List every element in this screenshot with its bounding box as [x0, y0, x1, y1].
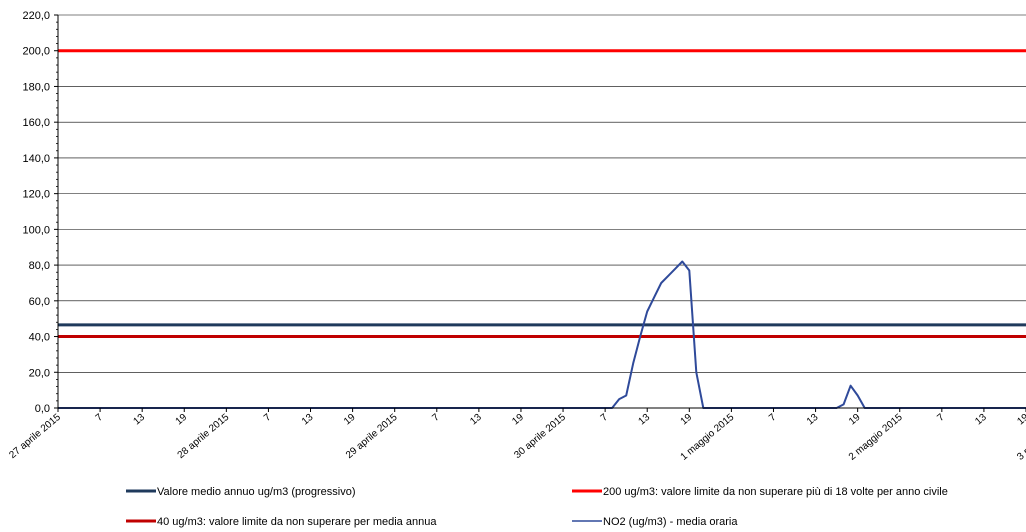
y-tick-label: 180,0 — [22, 81, 50, 93]
x-tick-label: 13 — [973, 412, 989, 428]
legend-label: 200 ug/m3: valore limite da non superare… — [603, 486, 948, 498]
x-tick-label: 19 — [679, 412, 695, 428]
x-tick-label: 7 — [599, 412, 611, 424]
legend: Valore medio annuo ug/m3 (progressivo) 20… — [126, 486, 948, 528]
legend-label: NO2 (ug/m3) - media oraria — [603, 516, 738, 528]
x-tick-label: 19 — [1015, 412, 1026, 428]
x-tick-label: 7 — [262, 412, 274, 424]
legend-label: Valore medio annuo ug/m3 (progressivo) — [157, 486, 356, 498]
y-tick-label: 160,0 — [22, 117, 50, 129]
y-tick-label: 220,0 — [22, 10, 50, 22]
y-tick-label: 20,0 — [29, 367, 50, 379]
y-tick-label: 120,0 — [22, 189, 50, 201]
x-tick-label: 13 — [468, 412, 484, 428]
x-tick-label: 19 — [174, 412, 190, 428]
y-tick-label: 40,0 — [29, 332, 50, 344]
y-tick-label: 100,0 — [22, 224, 50, 236]
x-tick-label: 7 — [430, 412, 442, 424]
y-gridlines — [58, 14, 1026, 409]
x-tick-label: 13 — [805, 412, 821, 428]
x-tick-label: 7 — [935, 412, 947, 424]
x-tick-label: 7 — [94, 412, 106, 424]
y-tick-label: 200,0 — [22, 46, 50, 58]
series-lines — [58, 260, 1026, 409]
y-tick-label: 60,0 — [29, 296, 50, 308]
series-line — [58, 260, 1026, 409]
x-tick-label: 19 — [342, 412, 358, 428]
x-tick-label: 19 — [510, 412, 526, 428]
x-tick-label: 13 — [637, 412, 653, 428]
axes — [54, 14, 1026, 412]
x-tick-label: 27 aprile 2015 — [7, 412, 63, 461]
x-tick-label: 13 — [300, 412, 316, 428]
y-tick-label: 140,0 — [22, 153, 50, 165]
y-tick-label: 0,0 — [35, 403, 50, 415]
y-tick-labels: 0,0 20,0 40,0 60,0 80,0 100,0 120,0 140,0 160,0 1… — [22, 10, 50, 415]
legend-label: 40 ug/m3: valore limite da non superare … — [157, 516, 437, 528]
y-tick-label: 80,0 — [29, 260, 50, 272]
x-tick-label: 7 — [767, 412, 779, 424]
x-tick-label: 13 — [132, 412, 148, 428]
reference-lines — [58, 49, 1026, 339]
x-tick-label: 19 — [847, 412, 863, 428]
